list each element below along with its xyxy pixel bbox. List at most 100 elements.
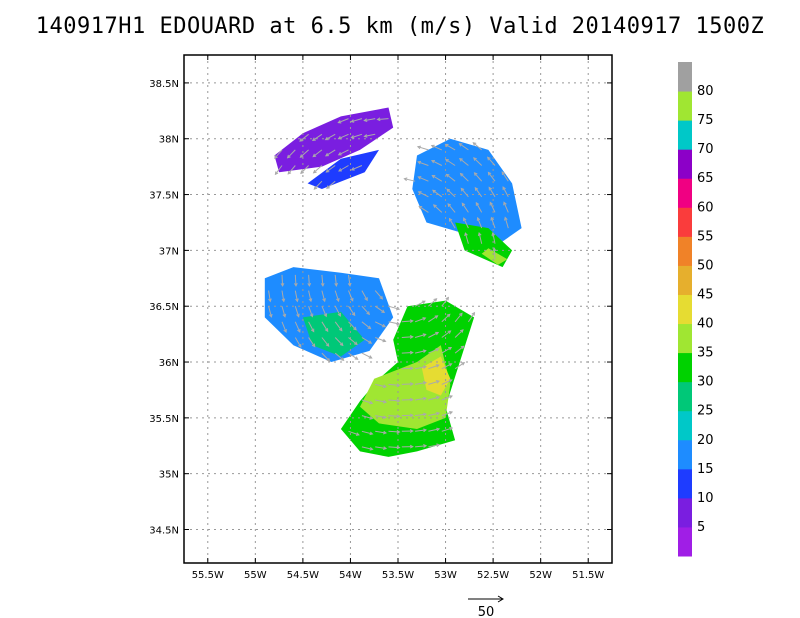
wind-vector-head	[274, 155, 278, 159]
colorbar-segment	[678, 526, 692, 557]
wind-vector-head	[432, 189, 436, 194]
wind-vector	[364, 118, 376, 122]
wind-vector	[375, 383, 387, 388]
wind-vector	[361, 305, 370, 315]
wind-vector	[300, 165, 309, 174]
wind-vector-head	[338, 327, 343, 332]
wind-vector-head	[382, 323, 387, 328]
x-tick-label: 52W	[529, 570, 552, 581]
wind-vector	[348, 430, 360, 436]
wind-vector-head	[337, 119, 342, 124]
y-tick-label: 34.5N	[149, 526, 179, 537]
x-tick-label: 52.5W	[477, 570, 509, 581]
wind-vector-head	[334, 282, 338, 287]
wind-vector-head	[445, 158, 449, 163]
y-tick-label: 36.5N	[149, 302, 179, 313]
wind-vector	[401, 352, 413, 354]
wind-vector	[348, 321, 357, 331]
wind-vector-head	[472, 142, 477, 146]
x-tick-label: 54.5W	[287, 570, 319, 581]
wind-vector-head	[504, 216, 508, 221]
wind-vector-head	[353, 326, 357, 331]
wind-vector-head	[501, 171, 506, 176]
wind-vector-head	[350, 135, 355, 139]
colorbar-label: 40	[697, 317, 714, 332]
wind-vector	[308, 274, 310, 286]
wind-vector	[401, 383, 413, 385]
wind-vector	[361, 352, 372, 359]
wind-vector-head	[396, 414, 401, 419]
wind-vector	[460, 173, 469, 182]
x-tick-label: 54W	[339, 570, 362, 581]
wind-vector	[431, 145, 442, 151]
colorbar-label: 5	[697, 520, 705, 535]
wind-vector	[415, 397, 427, 401]
wind-vector	[401, 367, 413, 370]
wind-vector	[361, 430, 373, 435]
wind-vector-head	[382, 384, 387, 389]
wind-vector-head	[459, 329, 464, 333]
wind-vector-head	[449, 411, 454, 415]
wind-vector	[351, 165, 363, 171]
wind-vector-head	[309, 313, 314, 318]
wind-vector	[334, 274, 337, 286]
wind-vector	[503, 202, 509, 213]
wind-vector	[294, 274, 297, 286]
wind-vector	[313, 165, 323, 174]
wind-vector	[348, 274, 351, 286]
wind-vector	[361, 337, 372, 344]
y-tick-label: 38N	[159, 135, 179, 146]
wind-vector-head	[491, 231, 496, 236]
wind-vector	[274, 165, 283, 175]
wind-vector	[361, 446, 373, 450]
wind-vector	[418, 191, 429, 198]
wind-vector	[313, 180, 323, 190]
wind-vector-head	[298, 343, 302, 348]
wind-vector-head	[310, 328, 315, 333]
wind-vector	[441, 347, 452, 354]
wind-vector	[414, 333, 426, 338]
wind-vector-head	[434, 315, 439, 319]
wind-vector	[388, 305, 400, 310]
wind-vector	[274, 149, 283, 159]
wind-vector-head	[409, 444, 414, 449]
wind-vector-head	[355, 432, 360, 436]
wind-vector	[361, 415, 373, 420]
wind-vector-head	[502, 186, 506, 191]
wind-vector	[348, 352, 358, 360]
wind-vector-head	[280, 282, 285, 287]
wind-vector-head	[368, 355, 373, 359]
wind-vector-head	[286, 154, 291, 159]
wind-vector	[461, 203, 469, 213]
wind-vector	[321, 274, 324, 286]
wind-vector-head	[475, 201, 480, 206]
y-tick-label: 35N	[159, 470, 179, 481]
wind-vector-head	[461, 362, 466, 366]
colorbar-segment	[678, 265, 692, 295]
wind-vector	[501, 171, 509, 182]
wind-vector	[487, 172, 496, 182]
wind-vector-head	[490, 216, 495, 221]
wind-vector	[415, 366, 426, 370]
wind-vector	[428, 332, 439, 338]
wind-vector-head	[476, 216, 481, 221]
wind-vector	[418, 205, 429, 213]
wind-vector	[454, 312, 463, 323]
wind-vector	[441, 395, 453, 401]
wind-vector	[375, 415, 387, 419]
wind-vector-head	[448, 346, 453, 351]
wind-vector	[268, 306, 272, 318]
colorbar-label: 80	[697, 84, 714, 99]
wind-vector	[334, 305, 341, 317]
colorbar-segment	[678, 294, 692, 325]
wind-vector-head	[337, 152, 342, 156]
wind-vector-head	[325, 169, 330, 173]
wind-vector-head	[409, 366, 414, 371]
wind-vector-head	[446, 313, 451, 318]
wind-vector	[477, 217, 483, 229]
wind-vector	[463, 217, 469, 229]
wind-vector	[388, 399, 400, 402]
wind-vector	[338, 133, 349, 140]
wind-vector	[492, 232, 496, 244]
